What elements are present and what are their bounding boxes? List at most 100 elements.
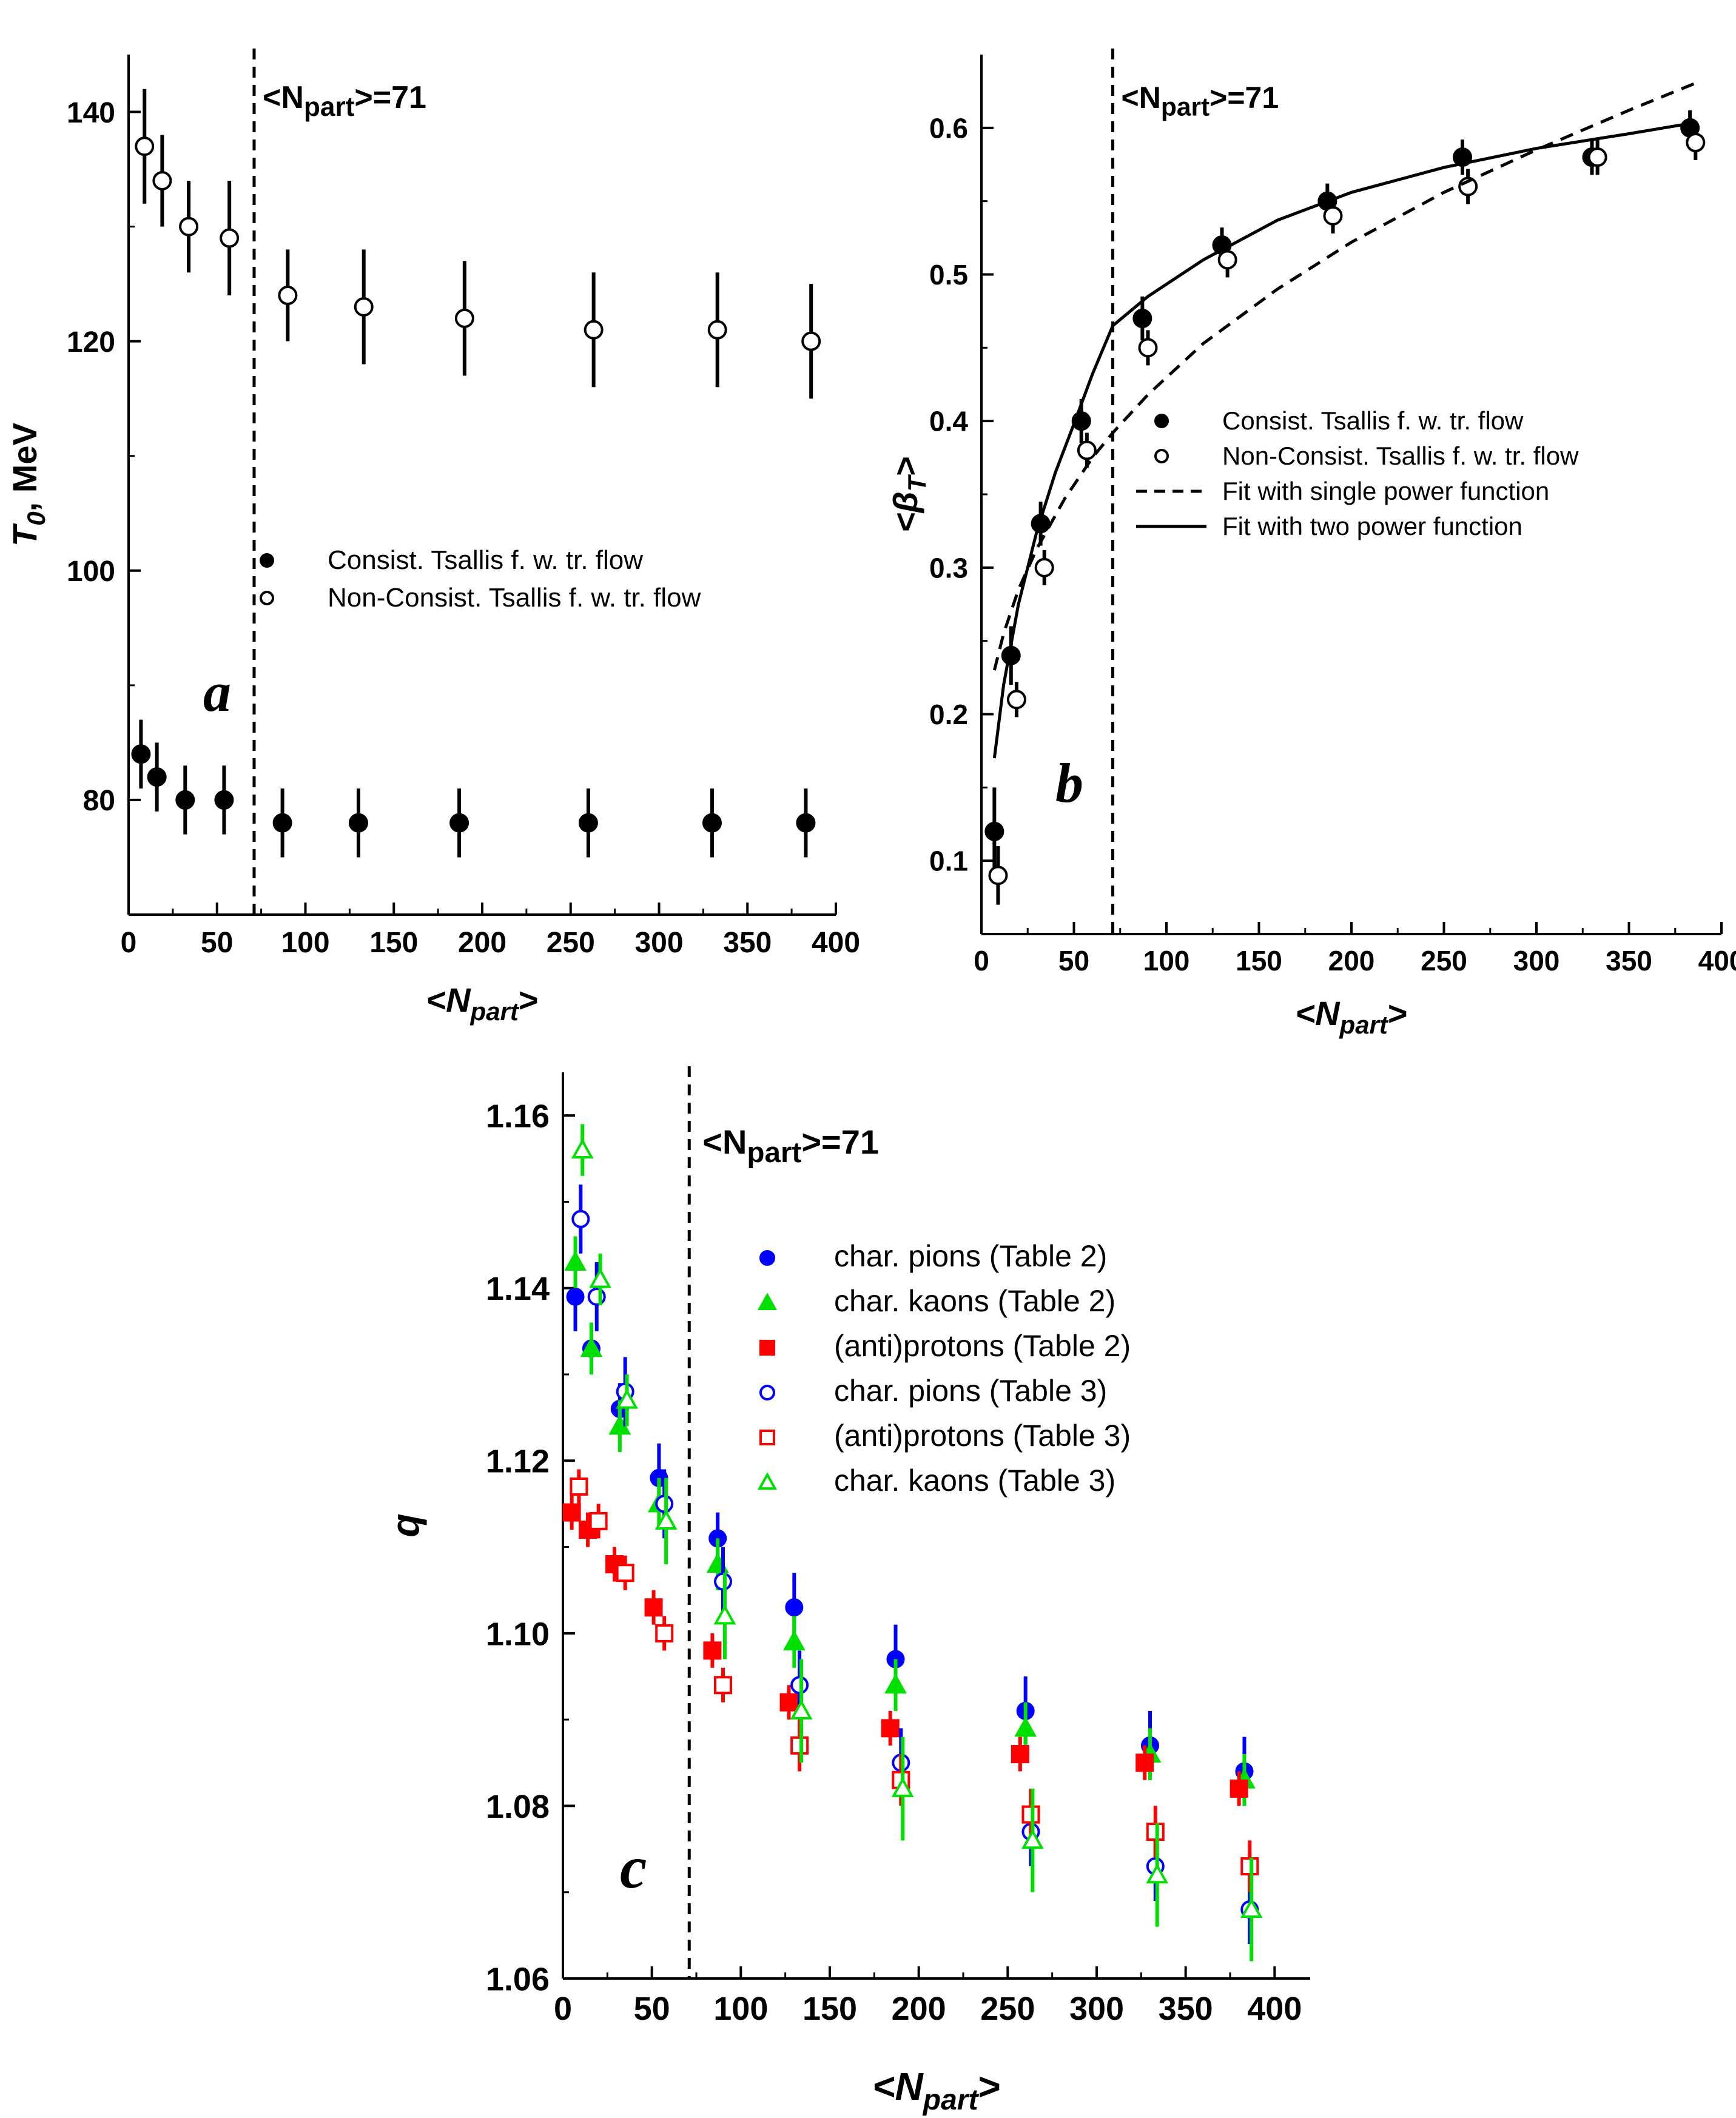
y-tick-label: 140	[67, 97, 115, 129]
x-tick-label: 50	[1058, 945, 1089, 977]
x-tick-label: 400	[812, 927, 860, 959]
data-point	[891, 1777, 914, 1797]
series-2: Fit with single power function	[992, 82, 1695, 671]
x-tick-label: 400	[1698, 945, 1736, 977]
data-point	[988, 866, 1008, 886]
threshold-label: <Npart>=71	[1122, 81, 1279, 122]
panel-letter: c	[620, 1834, 647, 1901]
data-point	[616, 1388, 638, 1409]
data-point	[571, 1138, 594, 1159]
y-tick-label: 1.12	[486, 1444, 550, 1480]
legend-label: (anti)protons (Table 2)	[834, 1329, 1131, 1363]
legend-label: char. pions (Table 3)	[834, 1374, 1107, 1408]
x-tick-label: 0	[974, 945, 989, 977]
data-point	[714, 1676, 732, 1695]
series-3: Fit with two power function	[992, 122, 1691, 759]
y-tick-label: 0.4	[929, 406, 968, 437]
legend-label: Consist. Tsallis f. w. tr. flow	[1222, 406, 1524, 435]
data-point	[1006, 690, 1026, 710]
data-point	[449, 813, 469, 833]
data-point	[757, 1293, 778, 1311]
data-point	[1154, 449, 1169, 463]
x-tick-label: 0	[554, 1991, 572, 2027]
y-axis-title: <βT>	[886, 456, 931, 533]
y-axis-title: q	[383, 1513, 427, 1537]
data-point	[782, 1630, 806, 1651]
y-tick-label: 0.2	[929, 699, 968, 730]
data-point	[570, 1477, 588, 1496]
chart-panel-b: 0 50 100 150 200 250 300 350 400 0.1 0.2 0.3 0.4 0.5 0…	[886, 49, 1736, 1039]
y-tick-label: 1.10	[486, 1616, 550, 1652]
data-point	[881, 1719, 900, 1738]
series-1: char. kaons (Table 2)	[564, 1236, 1256, 1806]
data-point	[578, 813, 598, 833]
series-1: Non-Consist. Tsallis f. w. tr. flow	[988, 125, 1706, 905]
x-tick-label: 200	[1328, 945, 1375, 977]
threshold-label: <Npart>=71	[702, 1123, 879, 1169]
x-tick-label: 300	[1069, 1991, 1124, 2027]
x-axis-title: <Npart>	[872, 2065, 1001, 2116]
data-point	[589, 1511, 608, 1530]
data-point	[214, 790, 234, 810]
y-tick-label: 0.3	[929, 552, 968, 583]
data-point	[884, 1673, 907, 1694]
x-tick-label: 350	[1606, 945, 1652, 977]
data-point	[703, 1641, 722, 1660]
data-point	[984, 821, 1004, 841]
legend-label: Consist. Tsallis f. w. tr. flow	[328, 545, 643, 575]
series-1: Non-Consist. Tsallis f. w. tr. flow	[135, 89, 821, 613]
x-axis-title: <Npart>	[426, 981, 538, 1026]
data-point	[1230, 1779, 1248, 1798]
x-tick-label: 50	[201, 927, 233, 959]
x-tick-label: 100	[1143, 945, 1190, 977]
data-point	[1077, 440, 1097, 460]
x-tick-label: 150	[1236, 945, 1282, 977]
data-point	[564, 1250, 587, 1271]
y-axis-title: T0, MeV	[5, 423, 50, 546]
y-tick-label: 0.5	[929, 259, 968, 291]
panel-letter: b	[1055, 752, 1083, 814]
data-point	[587, 1287, 606, 1306]
x-tick-label: 200	[458, 927, 506, 959]
y-tick-label: 1.06	[486, 1961, 550, 1997]
data-point	[1138, 338, 1158, 358]
data-point	[759, 1250, 775, 1266]
data-point	[1021, 1829, 1044, 1849]
y-tick-label: 1.08	[486, 1789, 550, 1825]
data-point	[1686, 133, 1706, 152]
legend-label: Fit with single power function	[1222, 477, 1549, 505]
x-tick-label: 250	[547, 927, 595, 959]
legend-label: Non-Consist. Tsallis f. w. tr. flow	[328, 583, 701, 613]
panel-letter: a	[203, 661, 231, 723]
data-point	[571, 1209, 590, 1228]
x-tick-label: 400	[1247, 1991, 1302, 2027]
data-point	[655, 1624, 674, 1642]
data-point	[260, 591, 274, 605]
y-tick-label: 120	[67, 326, 115, 358]
fit-line	[992, 122, 1691, 759]
data-point	[713, 1604, 736, 1625]
data-point	[354, 297, 374, 317]
data-point	[147, 767, 167, 787]
data-point	[152, 170, 172, 190]
data-point	[757, 1472, 778, 1490]
data-point	[1146, 1863, 1169, 1884]
data-point	[454, 308, 474, 328]
legend-label: char. kaons (Table 2)	[834, 1284, 1115, 1318]
data-point	[278, 286, 298, 306]
data-point	[272, 813, 292, 833]
x-tick-label: 350	[1159, 1991, 1213, 2027]
series-2: (anti)protons (Table 2)	[562, 1329, 1248, 1806]
data-point	[1217, 250, 1237, 270]
x-tick-label: 150	[802, 1991, 857, 2027]
data-point	[1323, 206, 1343, 226]
x-tick-label: 200	[892, 1991, 946, 2027]
legend-label: char. pions (Table 2)	[834, 1239, 1107, 1273]
data-point	[175, 790, 195, 810]
data-point	[131, 744, 151, 764]
data-point	[1034, 557, 1054, 577]
data-point	[1132, 309, 1152, 328]
data-point	[616, 1564, 634, 1582]
threshold-label: <Npart>=71	[263, 80, 426, 122]
